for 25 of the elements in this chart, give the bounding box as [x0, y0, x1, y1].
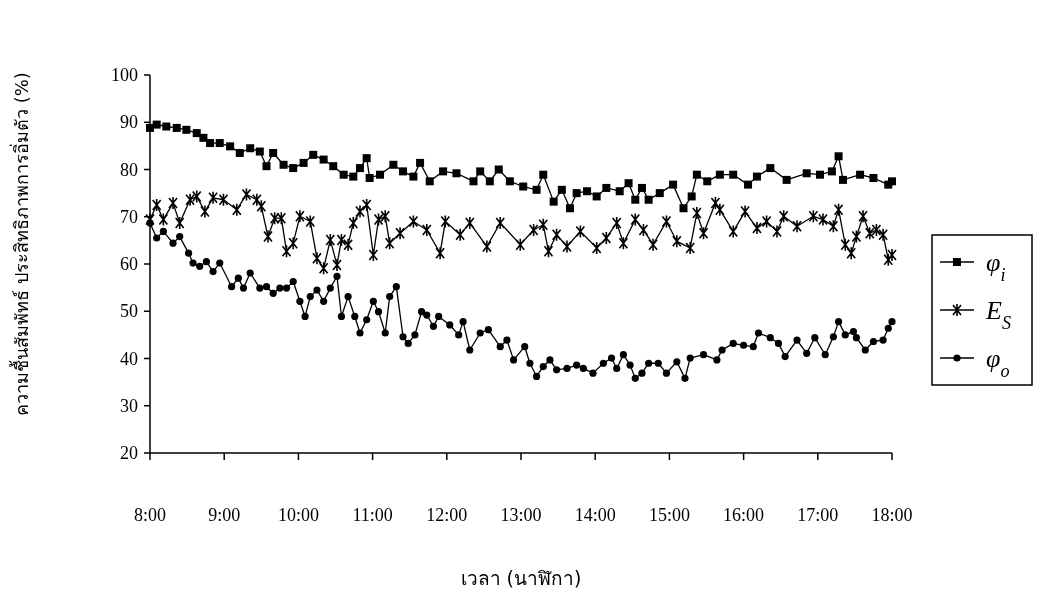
y-tick-label: 70	[120, 206, 138, 227]
x-tick-label: 14:00	[574, 505, 616, 525]
x-tick-label: 12:00	[426, 505, 468, 525]
y-tick-label: 40	[120, 348, 138, 369]
legend-label: φ$_{i}$	[986, 248, 1006, 285]
y-tick-label: 100	[111, 65, 138, 85]
legend-label: E$_{S}$	[985, 296, 1011, 333]
x-tick-label: 17:00	[797, 505, 839, 525]
y-tick-label: 30	[120, 395, 138, 416]
y-tick-label: 50	[120, 301, 138, 322]
x-tick-label: 11:00	[352, 505, 393, 525]
y-tick-label: 60	[120, 254, 138, 274]
legend-label: φ$_{o}$	[986, 344, 1010, 381]
y-axis-title: ความชื้นสัมพัทธ์ ประสิทธิภาพการอิ่มตัว (%)	[9, 72, 32, 416]
x-tick-label: 10:00	[277, 505, 319, 525]
x-tick-label: 9:00	[208, 505, 241, 525]
y-tick-label: 20	[120, 443, 138, 463]
y-tick-label: 80	[120, 159, 138, 180]
x-axis-title: เวลา (นาฬิกา)	[460, 567, 582, 589]
x-tick-label: 16:00	[723, 505, 765, 525]
x-tick-label: 15:00	[648, 505, 690, 525]
x-tick-label: 8:00	[133, 505, 167, 525]
y-tick-label: 90	[120, 112, 138, 133]
x-tick-label: 13:00	[500, 505, 542, 525]
x-tick-label: 18:00	[871, 505, 913, 525]
